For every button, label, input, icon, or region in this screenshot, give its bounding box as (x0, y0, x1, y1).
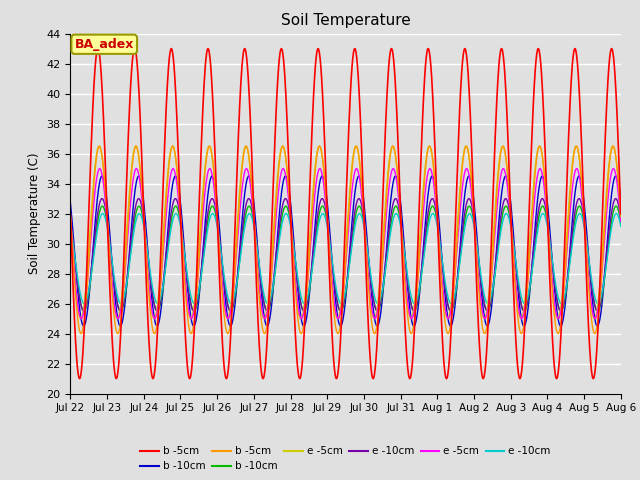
Text: BA_adex: BA_adex (75, 38, 134, 51)
Title: Soil Temperature: Soil Temperature (281, 13, 410, 28)
Y-axis label: Soil Temperature (C): Soil Temperature (C) (28, 153, 41, 275)
Legend: b -5cm, b -10cm, b -5cm, b -10cm, e -5cm, e -10cm, e -5cm, e -10cm: b -5cm, b -10cm, b -5cm, b -10cm, e -5cm… (136, 442, 555, 476)
